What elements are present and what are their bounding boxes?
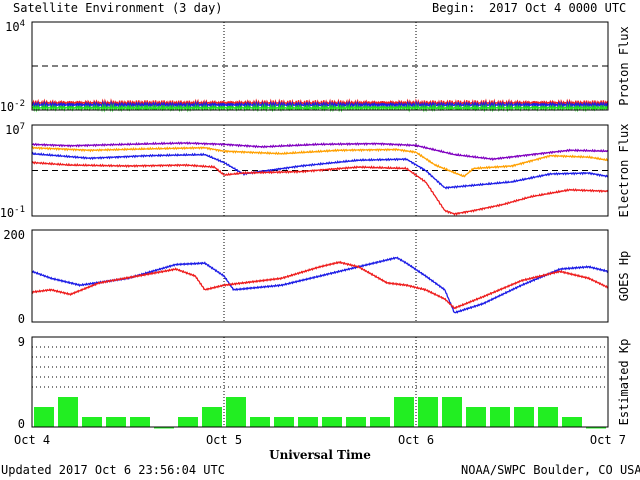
proton-panel-frame: [31, 21, 609, 111]
goes_hp-ylabel: GOES Hp: [617, 251, 631, 302]
kp-bar: [226, 397, 246, 427]
goes_hp-series-red: [31, 260, 609, 310]
x-tick-label: Oct 5: [206, 433, 242, 447]
kp-bar: [130, 417, 150, 427]
kp-bar: [322, 417, 342, 427]
x-tick-label: Oct 7: [590, 433, 626, 447]
kp-bar: [442, 397, 462, 427]
electron-series-red: [31, 160, 609, 216]
proton-series-green: [31, 102, 609, 113]
kp-ylabel: Estimated Kp: [617, 339, 631, 426]
proton-series-blue: [31, 100, 609, 110]
kp-bar: [466, 407, 486, 427]
kp-bar: [298, 417, 318, 427]
kp-bar: [250, 417, 270, 427]
kp-bar: [562, 417, 582, 427]
electron-ytick-label: 10-1: [0, 205, 25, 220]
kp-panel-frame: [31, 336, 609, 428]
electron-series-purple: [32, 141, 609, 162]
goes_hp-panel-frame: [31, 229, 609, 323]
goes_hp-ytick-label: 200: [3, 228, 25, 242]
chart-title: Satellite Environment (3 day): [13, 1, 223, 15]
proton-ytick-label: 10-2: [0, 99, 25, 114]
electron-panel-frame: [31, 124, 609, 217]
kp-bar: [538, 407, 558, 427]
kp-bar: [394, 397, 414, 427]
goes_hp-series-blue: [31, 256, 609, 314]
goes_hp-ytick-label: 0: [18, 312, 25, 326]
kp-bar: [58, 397, 78, 427]
proton-ytick-label: 104: [5, 19, 25, 34]
kp-bar: [418, 397, 438, 427]
x-tick-label: Oct 4: [14, 433, 50, 447]
kp-bar: [370, 417, 390, 427]
kp-bar: [82, 417, 102, 427]
electron-series-orange: [31, 145, 609, 178]
electron-series-blue: [31, 151, 609, 190]
kp-bar: [490, 407, 510, 427]
kp-bar: [34, 407, 54, 427]
kp-bar: [346, 417, 366, 427]
x-tick-label: Oct 6: [398, 433, 434, 447]
kp-bar: [202, 407, 222, 427]
begin-label: Begin:: [432, 1, 476, 15]
electron-ytick-label: 107: [5, 122, 25, 137]
kp-bar: [106, 417, 126, 427]
proton-ylabel: Proton Flux: [617, 26, 631, 105]
electron-ylabel: Electron Flux: [617, 124, 631, 218]
kp-bar: [154, 427, 174, 429]
kp-ytick-label: 0: [18, 417, 25, 431]
updated-timestamp: Updated 2017 Oct 6 23:56:04 UTC: [1, 463, 225, 477]
begin-value: 2017 Oct 4 0000 UTC: [489, 1, 627, 15]
credit-text: NOAA/SWPC Boulder, CO USA: [461, 463, 640, 477]
kp-bar: [514, 407, 534, 427]
kp-bar: [178, 417, 198, 427]
kp-bar: [274, 417, 294, 427]
kp-ytick-label: 9: [18, 335, 25, 349]
x-axis-label: Universal Time: [269, 448, 371, 462]
kp-bar: [586, 427, 606, 429]
